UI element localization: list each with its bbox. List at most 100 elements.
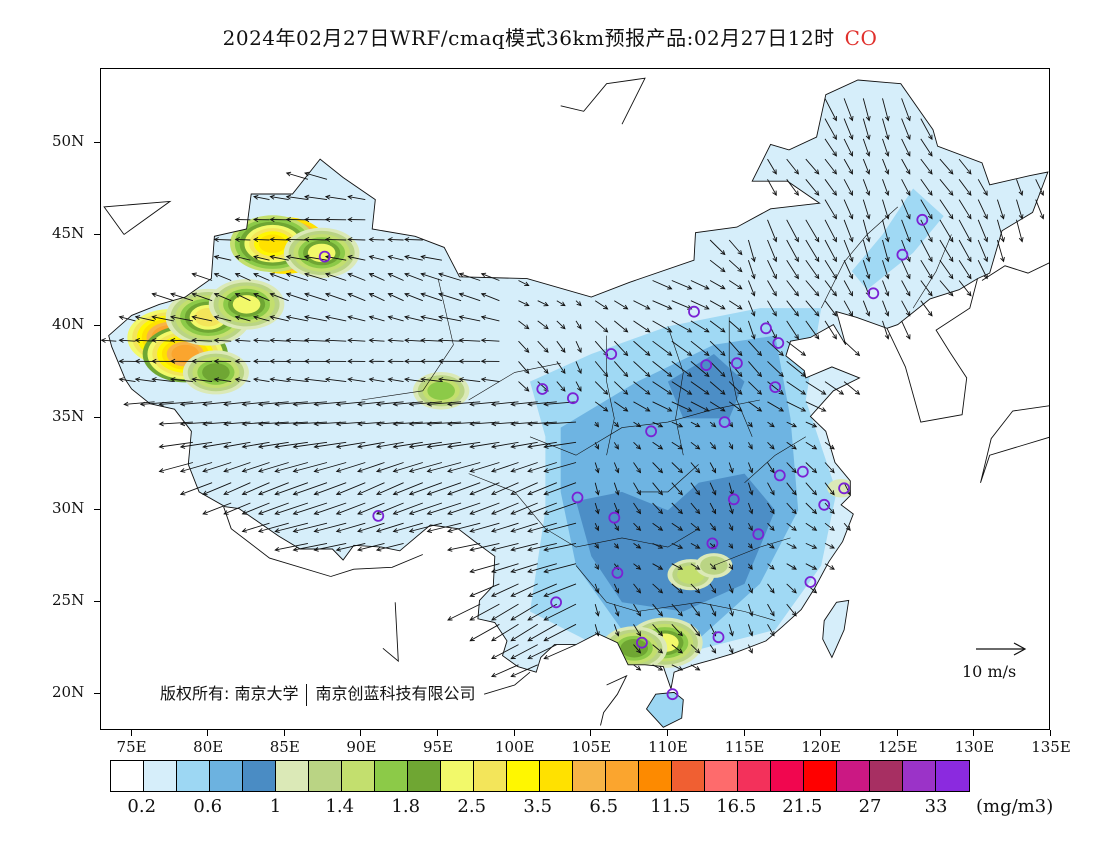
wind-vector	[843, 179, 853, 196]
colorbar-swatch	[276, 761, 309, 791]
wind-vector	[767, 361, 784, 378]
wind-vector	[527, 502, 557, 515]
longitude-tick	[360, 730, 362, 736]
wind-vector	[313, 401, 347, 407]
wind-vector	[241, 502, 270, 515]
wind-vector	[901, 280, 911, 297]
wind-vector	[253, 337, 270, 343]
wind-vector	[882, 158, 890, 175]
wind-vector	[357, 522, 385, 533]
wind-vector	[633, 583, 642, 594]
wind-vector	[426, 401, 462, 407]
wind-vector	[671, 381, 693, 395]
wind-vector	[805, 401, 827, 412]
wind-vector	[101, 337, 117, 343]
wind-vector	[392, 482, 423, 496]
wind-vector	[458, 337, 481, 343]
wind-vector	[292, 482, 328, 496]
wind-vector	[510, 542, 538, 552]
wind-vector	[491, 644, 519, 660]
station-marker	[769, 381, 782, 394]
wind-vector	[447, 522, 481, 533]
copyright-separator	[306, 683, 308, 706]
wind-vector	[556, 300, 566, 307]
wind-vector	[786, 381, 807, 395]
wind-vector	[862, 179, 871, 197]
wind-vector	[426, 502, 462, 516]
longitude-label: 115E	[724, 738, 765, 756]
wind-vector	[613, 462, 620, 474]
wind-vector	[304, 358, 328, 364]
wind-vector	[747, 421, 753, 428]
wind-vector	[901, 199, 911, 220]
longitude-tick	[973, 730, 975, 736]
wind-vector	[408, 482, 443, 496]
wind-vector	[202, 482, 232, 496]
wind-vector	[786, 179, 800, 196]
colorbar-unit: (mg/m3)	[976, 796, 1054, 817]
wind-vector	[447, 502, 481, 516]
wind-vector	[767, 300, 777, 317]
boundary-line	[103, 200, 172, 235]
wind-vector	[491, 664, 519, 678]
wind-vector	[347, 315, 366, 322]
wind-vector	[671, 401, 693, 412]
wind-vector	[767, 158, 777, 175]
latitude-label: 45N	[52, 223, 85, 242]
wind-vector	[747, 543, 753, 549]
wind-vector	[805, 502, 818, 515]
wind-vector	[824, 118, 837, 141]
colorbar-swatch	[705, 761, 738, 791]
colorbar	[110, 760, 970, 792]
wind-vector	[728, 563, 734, 571]
wind-vector	[709, 320, 726, 333]
wind-vector	[191, 272, 213, 281]
wind-vector	[805, 239, 820, 263]
wind-vector	[633, 462, 642, 474]
wind-vector	[234, 255, 251, 261]
wind-vector	[191, 358, 213, 364]
wind-vector	[490, 502, 519, 515]
wind-vector	[786, 361, 807, 378]
wind-vector	[728, 340, 743, 357]
wind-vector	[652, 340, 673, 357]
boundary-line	[560, 77, 646, 125]
wind-vector	[510, 583, 538, 597]
wind-vector	[313, 482, 347, 496]
wind-vector	[805, 522, 818, 531]
wind-vector	[824, 138, 837, 157]
wind-vector	[253, 358, 270, 364]
wind-vector	[304, 272, 328, 281]
station-marker	[645, 425, 657, 438]
latitude-tick	[94, 233, 100, 235]
wind-vector	[285, 272, 309, 281]
wind-vector	[490, 441, 519, 449]
station-marker	[772, 337, 785, 349]
wind-vector	[767, 624, 775, 637]
wind-vector	[304, 377, 328, 383]
wind-vector	[882, 219, 890, 243]
border-lines	[103, 77, 1049, 728]
wind-vector	[458, 315, 481, 322]
wind-vector	[292, 542, 328, 552]
wind-vector	[709, 239, 726, 256]
colorbar-label: 11.5	[650, 796, 691, 817]
hotspot-ring	[202, 363, 230, 382]
wind-vector	[527, 421, 557, 427]
wind-vector	[139, 401, 174, 407]
wind-vector	[843, 280, 853, 297]
wind-vector	[510, 664, 538, 678]
wind-vector	[575, 381, 582, 392]
wind-vector	[324, 292, 347, 302]
wind-vector	[324, 377, 347, 383]
wind-vector	[426, 462, 462, 473]
wind-vector	[313, 502, 347, 515]
wind-vector	[408, 441, 442, 449]
wind-vector	[862, 98, 871, 122]
wind-vector	[862, 260, 871, 280]
wind-vector	[824, 98, 837, 122]
wind-vector	[335, 462, 366, 473]
wind-vector	[518, 300, 530, 307]
station-marker	[731, 357, 743, 370]
wind-vector	[882, 239, 890, 263]
